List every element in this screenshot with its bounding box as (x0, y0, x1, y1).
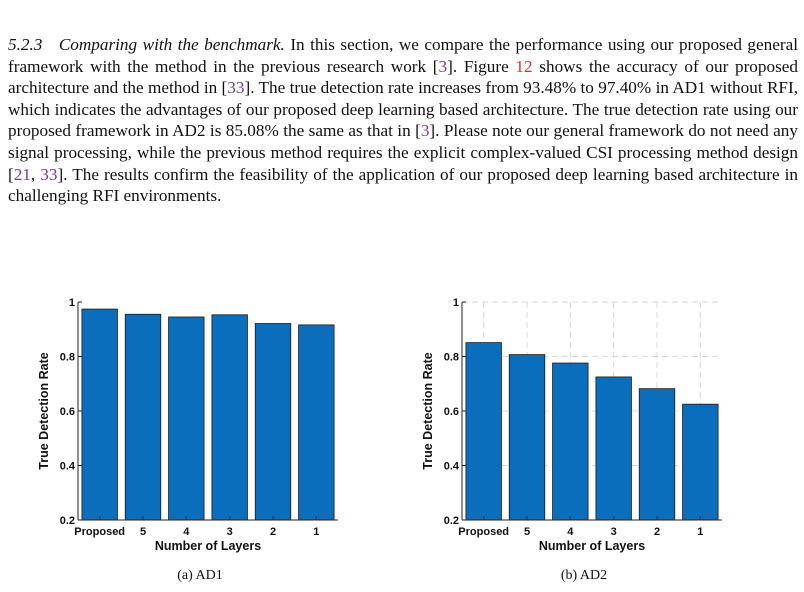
y-tick-label: 0.4 (60, 461, 76, 473)
y-tick-label: 1 (69, 297, 75, 309)
bar-4 (255, 324, 291, 520)
y-tick-label: 1 (453, 297, 459, 309)
x-tick-label: 5 (140, 526, 146, 538)
paragraph-body: In this section, we compare the performa… (8, 35, 798, 205)
chart-ad1: 0.2 0.4 0.6 0.8 1 Proposed 5 4 3 2 1 Number of Laye… (30, 292, 360, 564)
x-axis-title: Number of Layers (539, 539, 645, 553)
x-tick-label: 3 (227, 526, 233, 538)
x-axis-title: Number of Layers (155, 539, 261, 553)
paragraph-text: ]. The results confirm the feasibility o… (8, 165, 798, 206)
citation-link[interactable]: 21 (14, 165, 31, 184)
x-tick-label: 5 (524, 526, 530, 538)
y-axis-title: True Detection Rate (421, 352, 435, 469)
bar-3 (212, 315, 248, 520)
bar-0 (82, 309, 118, 520)
x-tick-label: 2 (654, 526, 660, 538)
x-tick-label: 2 (270, 526, 276, 538)
y-axis-title: True Detection Rate (37, 352, 51, 469)
caption-ad2: (b) AD2 (484, 568, 684, 584)
citation-link[interactable]: 33 (227, 78, 244, 97)
y-tick-label: 0.6 (60, 406, 75, 418)
x-tick-label: 1 (697, 526, 703, 538)
x-tick-label: Proposed (458, 526, 509, 538)
citation-link[interactable]: 33 (40, 165, 57, 184)
bar-1 (125, 314, 161, 520)
citation-link[interactable]: 3 (439, 57, 448, 76)
y-tick-label: 0.4 (444, 461, 460, 473)
bar-1 (509, 355, 545, 520)
section-paragraph: 5.2.3 Comparing with the benchmark. In t… (8, 34, 798, 207)
x-tick-label: 1 (313, 526, 319, 538)
y-tick-label: 0.8 (60, 352, 75, 364)
bar-2 (553, 363, 589, 520)
paragraph-text: ]. Figure (447, 57, 515, 76)
y-tick-label: 0.2 (444, 515, 459, 527)
chart-ad2: 0.2 0.4 0.6 0.8 1 Proposed 5 4 3 2 1 Number of Laye… (414, 292, 754, 564)
bar-0 (466, 343, 502, 520)
y-tick-label: 0.8 (444, 352, 459, 364)
x-tick-label: Proposed (74, 526, 125, 538)
bar-5 (299, 325, 335, 520)
figure-link[interactable]: 12 (515, 57, 532, 76)
bar-3 (596, 377, 632, 520)
section-title: Comparing with the benchmark. (59, 35, 285, 54)
y-tick-label: 0.6 (444, 406, 459, 418)
bar-5 (683, 404, 719, 520)
x-tick-label: 3 (611, 526, 617, 538)
x-tick-label: 4 (567, 526, 574, 538)
caption-ad1: (a) AD1 (100, 568, 300, 584)
bar-2 (169, 317, 205, 520)
section-number: 5.2.3 (8, 35, 42, 54)
x-tick-label: 4 (183, 526, 190, 538)
bar-4 (639, 389, 675, 520)
paragraph-text: , (31, 165, 40, 184)
y-tick-label: 0.2 (60, 515, 75, 527)
